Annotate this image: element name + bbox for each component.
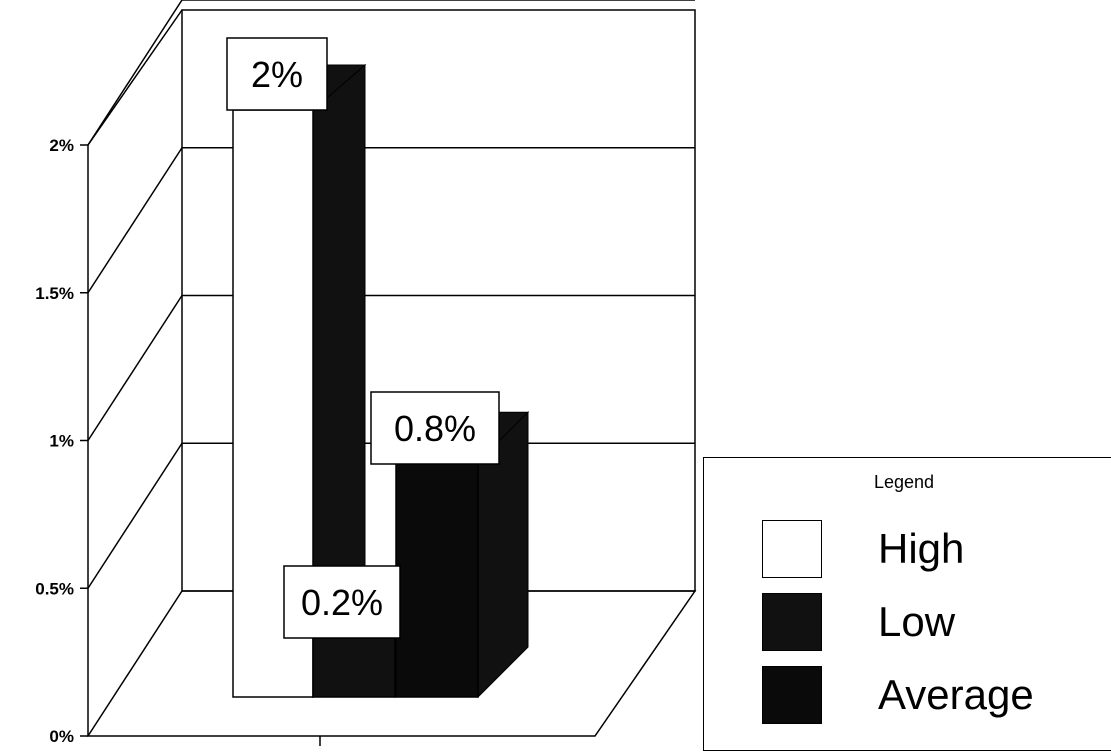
legend-label-high: High [878, 525, 965, 572]
floor [86, 590, 697, 737]
legend-swatch-low [762, 593, 822, 651]
bar-average [395, 461, 479, 698]
grid-diagonal [87, 295, 183, 441]
legend-swatch-high [762, 520, 822, 578]
grid-diagonal [87, 442, 183, 589]
y-tick-label: 1.5% [35, 284, 74, 303]
y-tick-label: 0.5% [35, 579, 74, 598]
bar-low [312, 637, 396, 698]
data-label-box-average [370, 391, 500, 465]
data-label-box-low [283, 565, 401, 639]
y-tick-label: 1% [49, 432, 74, 451]
y-tick-label: 0% [49, 727, 74, 746]
legend-title: Legend [874, 472, 935, 492]
grid-diagonal [87, 0, 183, 146]
legend-item-high: High [762, 520, 1111, 582]
legend: Legend High Low Average [703, 457, 1111, 751]
y-tick-label: 2% [49, 136, 74, 155]
grid-diagonal [87, 147, 183, 294]
legend-label-average: Average [878, 671, 1034, 718]
data-label-box-high [226, 37, 328, 111]
legend-swatch-average [762, 666, 822, 724]
data-label-low: 0.2% [301, 582, 383, 623]
legend-item-average: Average [762, 666, 1111, 728]
data-labels: 2% 0.2% 0.8% [226, 37, 500, 639]
legend-item-low: Low [762, 593, 1111, 655]
y-axis-ticks: 0% 0.5% 1% 1.5% 2% [35, 136, 88, 746]
data-label-high: 2% [251, 54, 303, 95]
legend-label-low: Low [878, 598, 956, 645]
top-edge [87, 9, 183, 146]
data-label-average: 0.8% [394, 408, 476, 449]
